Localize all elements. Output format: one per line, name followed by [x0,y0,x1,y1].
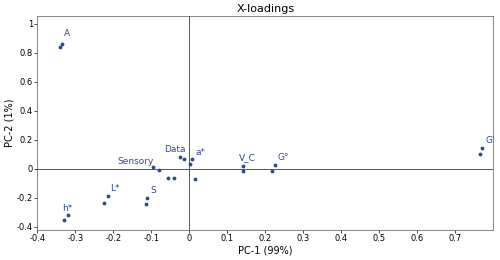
X-axis label: PC-1 (99%): PC-1 (99%) [238,246,292,256]
Text: G': G' [485,136,494,145]
Text: A: A [64,29,70,38]
Text: L*: L* [110,184,120,193]
Text: Sensory: Sensory [117,157,154,166]
Text: Data: Data [164,145,186,154]
Y-axis label: PC-2 (1%): PC-2 (1%) [4,99,14,147]
Text: S: S [150,186,156,195]
Text: h*: h* [62,204,72,213]
Text: G°: G° [278,153,289,162]
Title: X-loadings: X-loadings [236,4,294,14]
Text: V_C: V_C [238,153,256,162]
Text: a*: a* [196,148,205,157]
